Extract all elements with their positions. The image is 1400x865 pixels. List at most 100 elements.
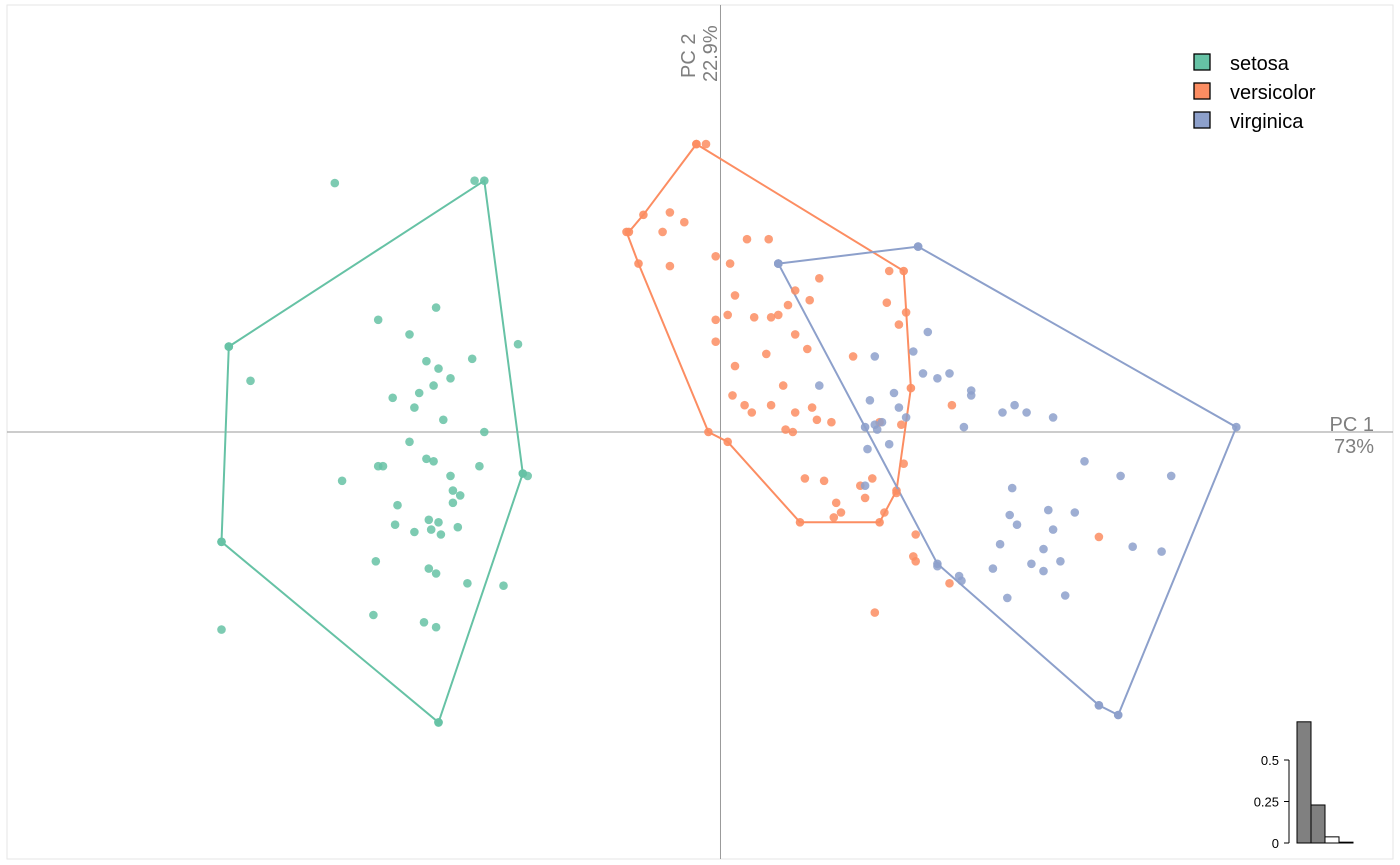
- point-virginica: [889, 388, 899, 398]
- point-setosa: [373, 461, 383, 471]
- point-virginica: [1080, 457, 1089, 466]
- point-setosa: [373, 315, 383, 325]
- point-versicolor: [901, 308, 911, 317]
- point-versicolor: [819, 476, 829, 486]
- point-setosa: [475, 461, 484, 471]
- point-setosa: [405, 437, 414, 447]
- point-setosa: [448, 498, 458, 508]
- point-virginica: [1044, 505, 1053, 515]
- point-versicolor: [788, 427, 798, 437]
- point-versicolor: [947, 400, 957, 410]
- point-setosa: [453, 522, 463, 532]
- point-setosa: [410, 527, 419, 537]
- point-setosa: [436, 530, 446, 539]
- point-virginica: [1157, 547, 1166, 556]
- hull-vertex-versicolor: [634, 259, 643, 268]
- point-versicolor: [665, 261, 675, 271]
- x-axis-title: PC 1: [1330, 414, 1374, 436]
- point-versicolor: [880, 508, 889, 517]
- legend-swatch-setosa: [1193, 53, 1211, 71]
- point-virginica: [865, 396, 875, 405]
- point-setosa: [463, 579, 472, 588]
- eigenvalue-bar-2: [1310, 804, 1326, 844]
- point-versicolor: [730, 291, 740, 300]
- eigenvalue-bars: [1296, 721, 1354, 844]
- point-setosa: [410, 403, 419, 412]
- point-versicolor: [783, 300, 793, 310]
- point-virginica: [1113, 710, 1123, 720]
- point-virginica: [1022, 408, 1031, 417]
- eigenvalue-bar-3: [1324, 836, 1340, 844]
- point-setosa: [499, 581, 508, 590]
- point-versicolor: [747, 408, 757, 417]
- point-setosa: [448, 486, 458, 495]
- point-setosa: [405, 330, 414, 339]
- point-virginica: [1060, 591, 1070, 600]
- point-versicolor: [911, 530, 920, 539]
- point-virginica: [1056, 557, 1065, 566]
- point-versicolor: [815, 274, 824, 283]
- point-virginica: [959, 422, 969, 432]
- point-versicolor: [945, 579, 954, 588]
- point-virginica: [1070, 508, 1080, 517]
- point-virginica: [877, 417, 887, 427]
- point-virginica: [1116, 471, 1125, 481]
- point-versicolor: [800, 474, 810, 483]
- point-virginica: [923, 327, 933, 337]
- point-versicolor: [665, 208, 675, 217]
- hull-vertex-setosa: [480, 176, 489, 185]
- point-virginica: [1039, 566, 1048, 576]
- point-versicolor: [860, 493, 870, 503]
- point-setosa: [369, 610, 378, 620]
- point-versicolor: [831, 498, 841, 508]
- point-setosa: [431, 569, 441, 578]
- point-versicolor: [790, 286, 800, 295]
- point-versicolor: [884, 266, 894, 276]
- point-setosa: [419, 618, 429, 627]
- point-versicolor: [711, 337, 720, 347]
- legend-label-setosa: setosa: [1230, 53, 1290, 75]
- point-versicolor: [766, 400, 776, 410]
- point-virginica: [863, 444, 872, 454]
- point-versicolor: [740, 400, 749, 410]
- axes: PC 1 73% PC 2 22.9%: [7, 5, 1393, 859]
- point-setosa: [246, 376, 255, 386]
- point-versicolor: [680, 217, 689, 227]
- point-versicolor: [790, 330, 800, 339]
- point-versicolor: [870, 608, 880, 617]
- point-virginica: [815, 381, 824, 390]
- point-versicolor: [764, 234, 773, 244]
- x-axis-variance: 73%: [1334, 436, 1374, 458]
- point-versicolor: [781, 425, 790, 434]
- point-versicolor: [894, 320, 904, 329]
- point-setosa: [467, 354, 477, 364]
- point-versicolor: [1094, 532, 1104, 542]
- point-virginica: [988, 564, 998, 573]
- point-versicolor: [848, 352, 858, 361]
- point-versicolor: [778, 381, 788, 390]
- point-virginica: [901, 413, 911, 422]
- point-setosa: [446, 374, 455, 383]
- y-axis-title: PC 2: [678, 34, 700, 78]
- point-virginica: [884, 439, 894, 449]
- point-versicolor: [805, 295, 814, 305]
- point-virginica: [774, 259, 783, 268]
- point-virginica: [1027, 559, 1036, 569]
- hull-vertex-versicolor: [875, 518, 884, 527]
- point-setosa: [424, 564, 434, 573]
- point-virginica: [933, 561, 942, 571]
- hull-vertex-versicolor: [704, 427, 713, 437]
- point-setosa: [390, 520, 400, 529]
- point-virginica: [860, 481, 870, 491]
- point-virginica: [1094, 701, 1104, 710]
- point-setosa: [217, 537, 226, 547]
- group-hulls: [217, 139, 1241, 727]
- point-virginica: [966, 386, 976, 395]
- eigenvalue-inset: 0 0.25 0.5: [1254, 721, 1354, 851]
- point-virginica: [1048, 413, 1058, 422]
- point-setosa: [431, 622, 441, 632]
- point-setosa: [523, 471, 532, 481]
- point-setosa: [434, 364, 443, 373]
- point-setosa: [480, 427, 489, 437]
- hull-vertex-versicolor: [906, 383, 916, 393]
